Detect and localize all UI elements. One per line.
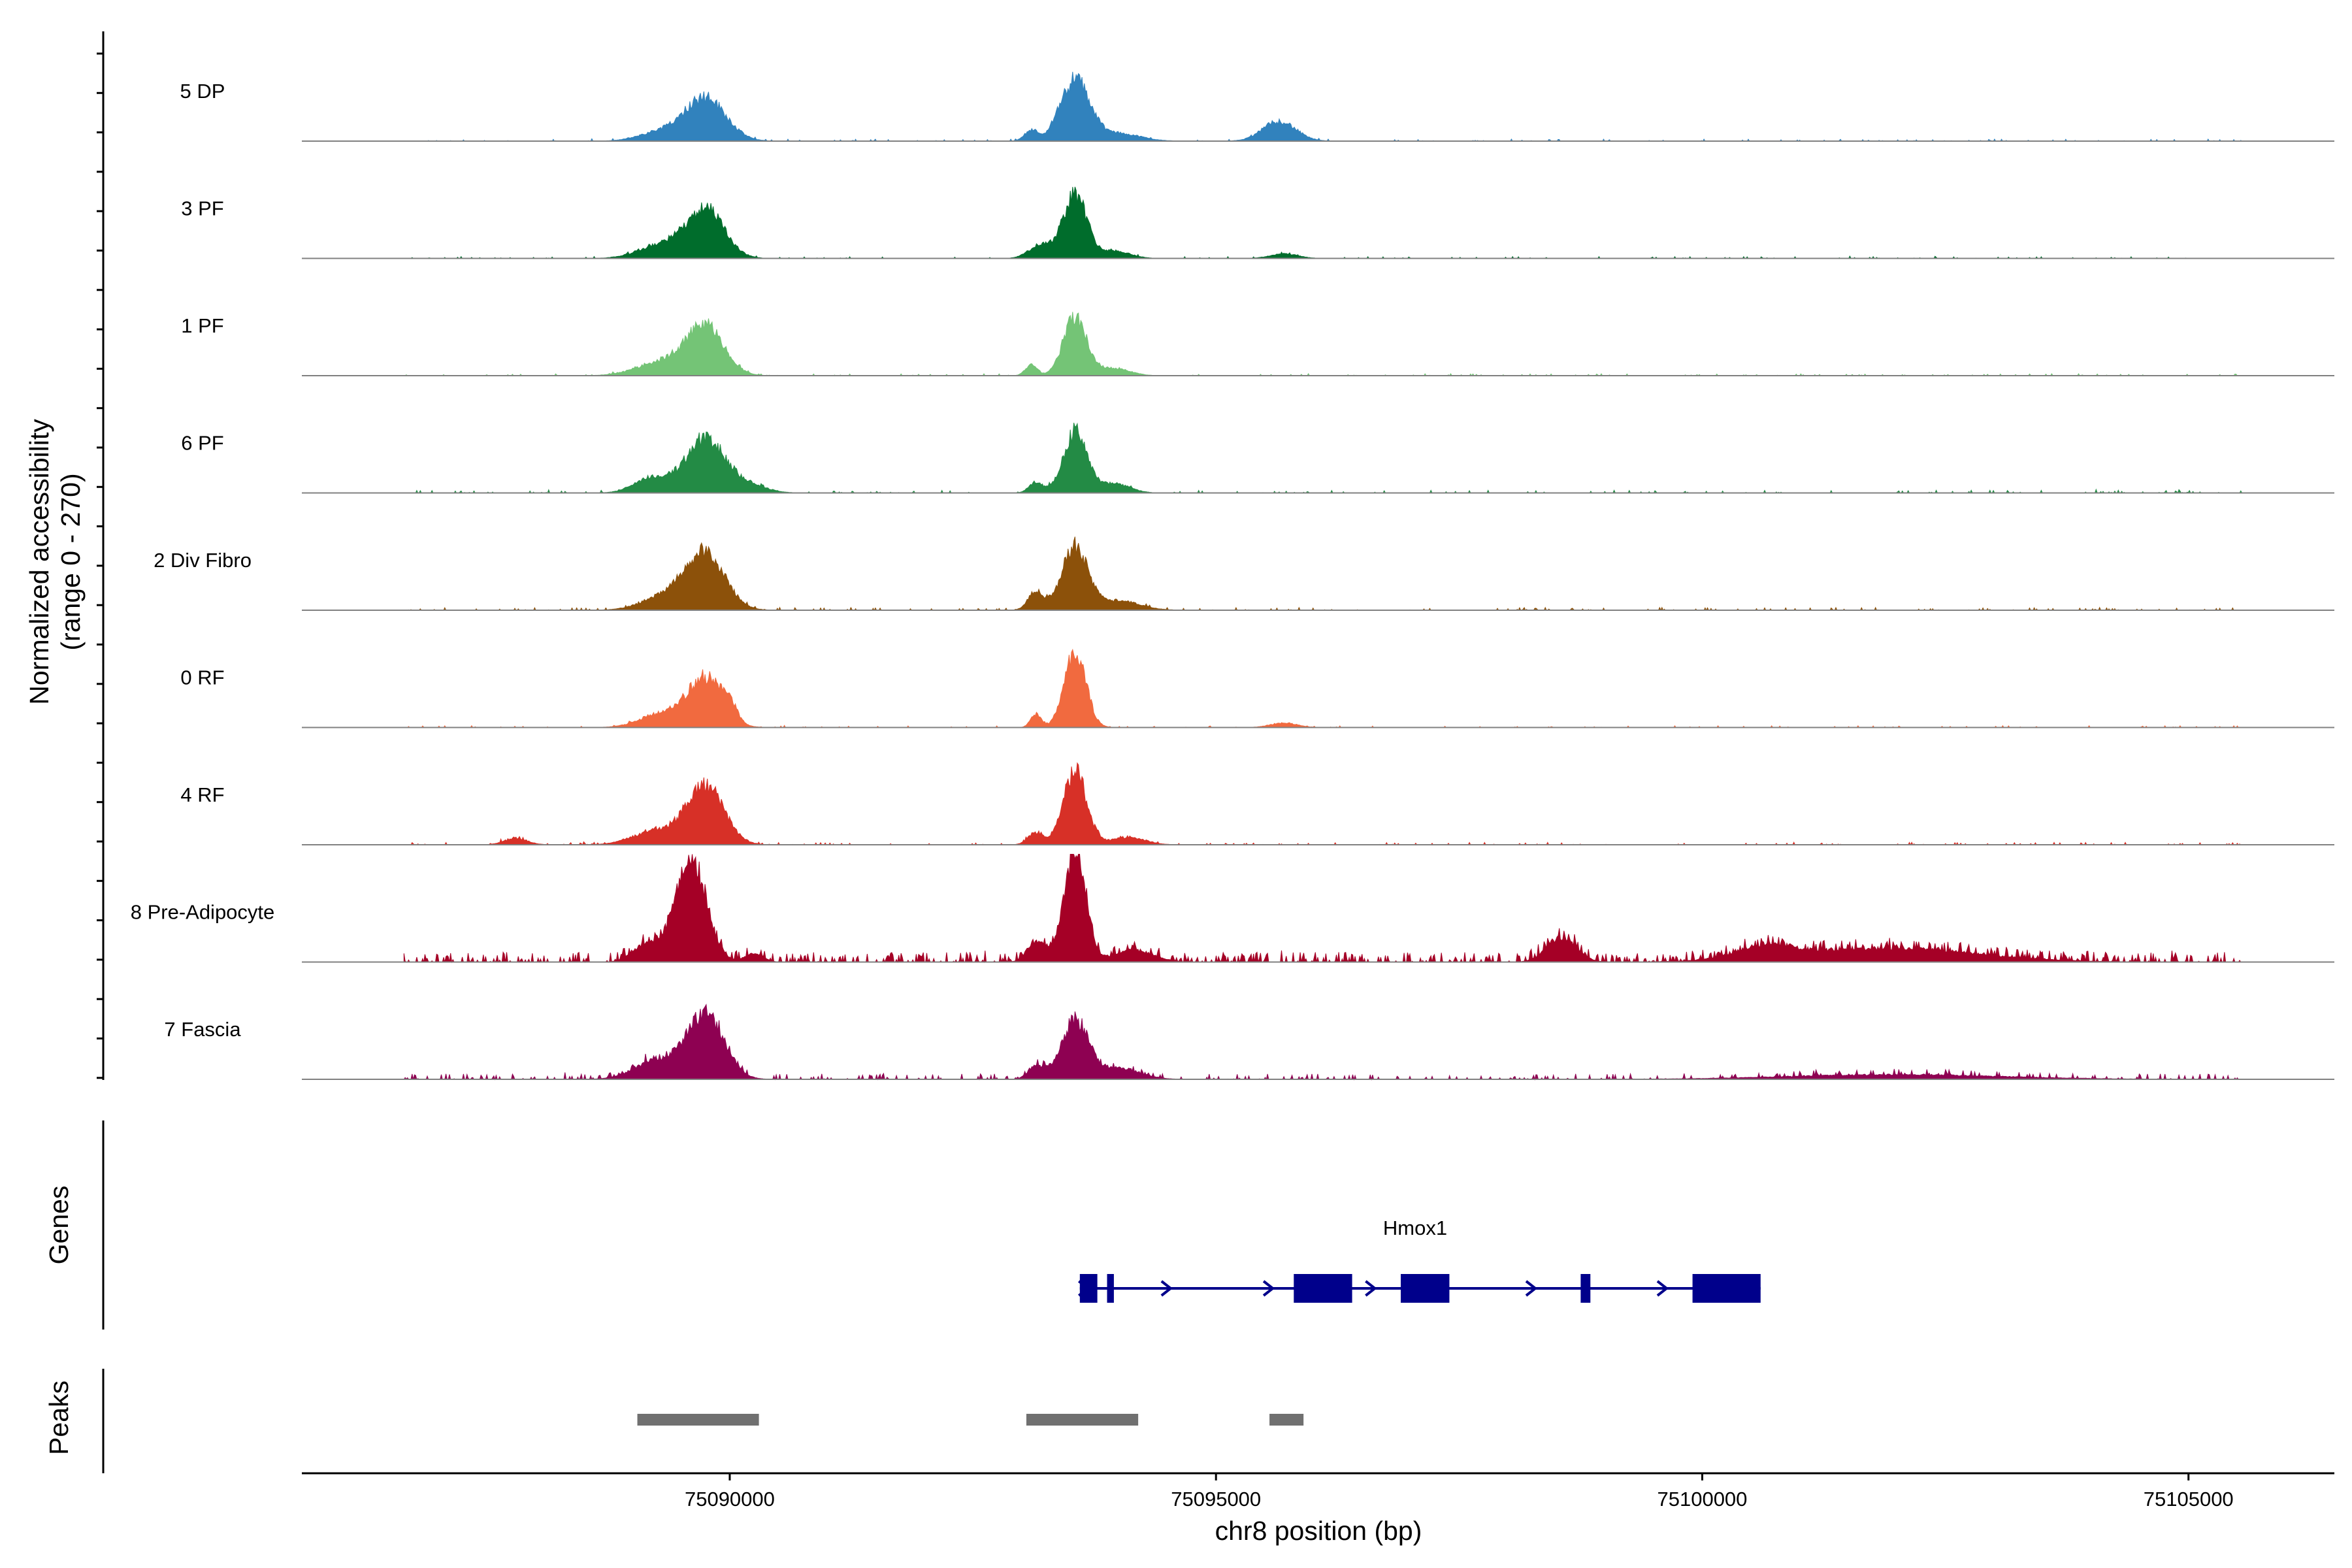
gene-name-label: Hmox1 [1383, 1217, 1447, 1239]
peak-region [1269, 1414, 1304, 1426]
x-axis-tick-label: 75100000 [1657, 1488, 1747, 1511]
x-axis-title: chr8 position (bp) [1215, 1516, 1422, 1546]
track-6: 0 RF [180, 648, 2334, 728]
x-axis-tick-label: 75105000 [2144, 1488, 2234, 1511]
track-signal [404, 762, 2242, 846]
track-signal [404, 312, 2242, 376]
strand-arrow-icon [1262, 1280, 1275, 1297]
track-1: 5 DP [180, 71, 2334, 142]
gene-exon [1580, 1274, 1591, 1303]
track-signal [403, 1004, 2242, 1081]
coverage-tracks: 5 DP 3 PF 1 PF 6 PF 2 Div Fibro 0 RF 4 RF 8 Pre… [131, 71, 2334, 1081]
y-axis-title-line1: Normalized accessibility [24, 419, 54, 705]
track-label: 5 DP [180, 80, 225, 103]
track-label: 4 RF [180, 783, 224, 806]
track-4: 6 PF [181, 422, 2334, 494]
peaks-panel-label: Peaks [44, 1380, 74, 1455]
y-axis-title-line2: (range 0 - 270) [56, 473, 86, 650]
track-signal [404, 536, 2242, 612]
strand-arrow-icon [1160, 1280, 1173, 1297]
track-label: 2 Div Fibro [154, 549, 252, 572]
strand-arrow-icon [1525, 1280, 1538, 1297]
peaks-panel [102, 1369, 1304, 1473]
x-axis: 75090000 75095000 75100000 75105000 [302, 1472, 2334, 1511]
genes-panel-label: Genes [44, 1186, 74, 1265]
track-label: 7 Fascia [164, 1018, 241, 1041]
accessibility-y-axis [97, 31, 105, 1080]
strand-arrow-icon [1656, 1280, 1669, 1297]
x-axis-tick-label: 75090000 [685, 1488, 775, 1511]
track-7: 4 RF [180, 762, 2334, 846]
gene-exon [1692, 1274, 1761, 1303]
track-label: 0 RF [180, 666, 224, 689]
track-signal [404, 648, 2243, 728]
track-label: 3 PF [181, 197, 223, 220]
track-signal [404, 422, 2243, 494]
track-9: 7 Fascia [164, 1004, 2334, 1081]
gene-exon [1079, 1274, 1098, 1303]
track-3: 1 PF [181, 312, 2334, 376]
track-8: 8 Pre-Adipocyte [131, 854, 2334, 964]
gene-exon [1107, 1274, 1114, 1303]
track-signal [404, 71, 2244, 142]
peak-region [1026, 1414, 1139, 1426]
track-signal [403, 186, 2242, 259]
track-label: 8 Pre-Adipocyte [131, 901, 275, 924]
track-2: 3 PF [181, 186, 2334, 259]
gene-exon [1294, 1274, 1352, 1303]
track-label: 6 PF [181, 432, 223, 455]
gene-exon [1401, 1274, 1450, 1303]
genes-panel [102, 1120, 1761, 1330]
peak-region [637, 1414, 759, 1426]
strand-arrow-icon [1365, 1280, 1377, 1297]
track-5: 2 Div Fibro [154, 536, 2334, 612]
track-signal [403, 854, 2242, 964]
x-axis-tick-label: 75095000 [1171, 1488, 1261, 1511]
track-label: 1 PF [181, 314, 223, 337]
